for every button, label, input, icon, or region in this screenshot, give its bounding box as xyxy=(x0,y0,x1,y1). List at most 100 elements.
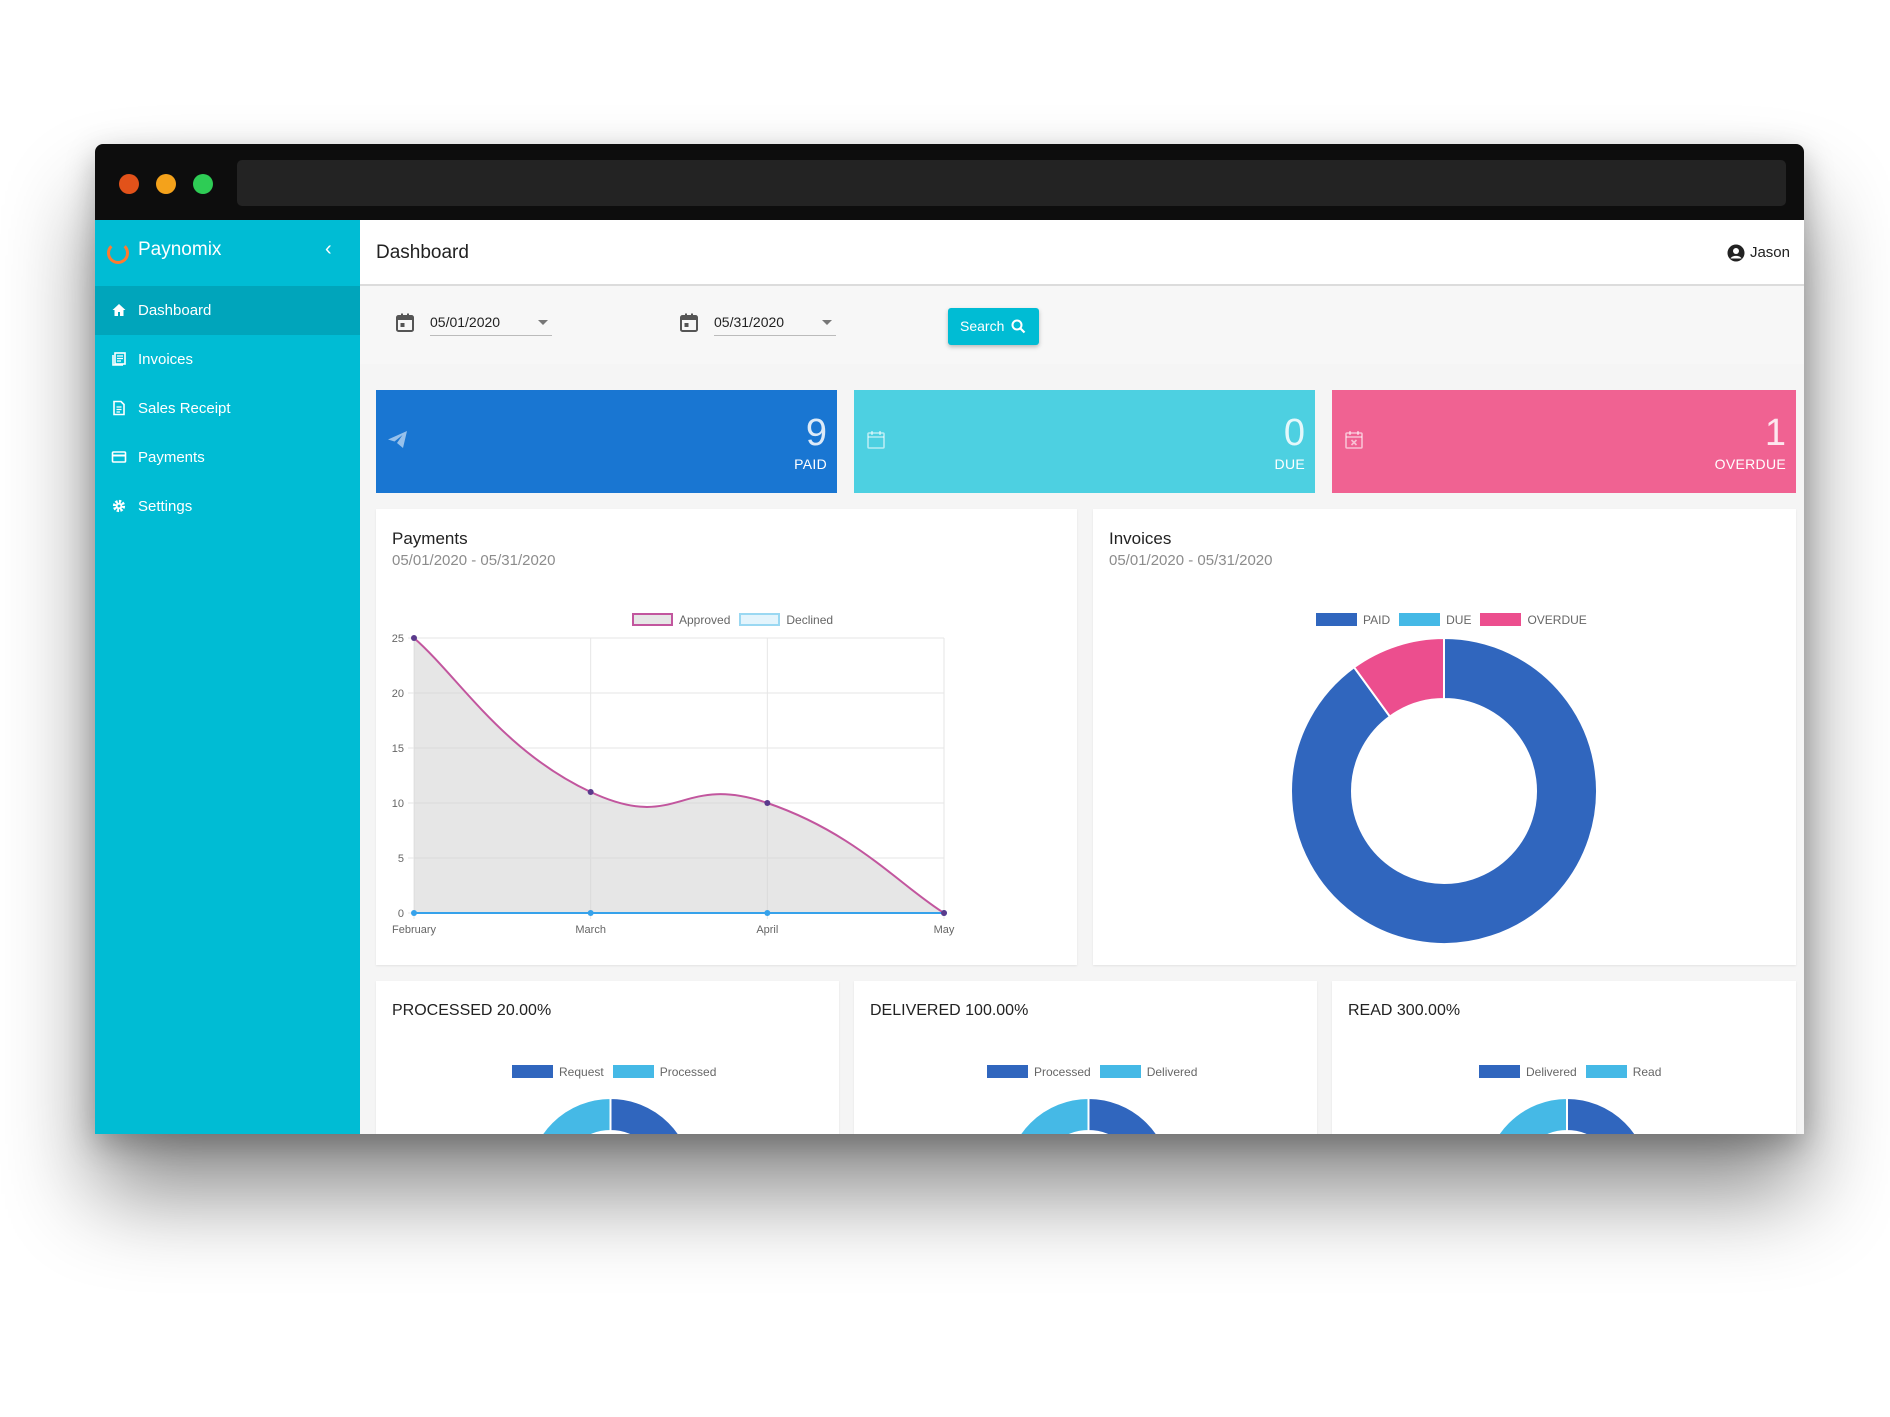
legend-swatch xyxy=(1316,613,1357,627)
calendar-icon xyxy=(867,431,885,449)
brand-name: Paynomix xyxy=(138,239,222,260)
legend-label: DUE xyxy=(1446,612,1472,627)
sidebar-item-sales-receipt[interactable]: Sales Receipt xyxy=(95,384,360,433)
approved-data-point[interactable] xyxy=(411,635,417,641)
approved-data-point[interactable] xyxy=(941,910,947,916)
paper-plane-icon xyxy=(388,431,407,448)
close-window-button[interactable] xyxy=(119,174,139,194)
invoices-icon xyxy=(112,352,126,366)
y-tick-label: 10 xyxy=(392,798,404,810)
collapse-sidebar-icon[interactable]: ‹ xyxy=(325,238,332,260)
legend-label: Request xyxy=(559,1064,604,1079)
sidebar-item-label: Settings xyxy=(138,498,193,515)
approved-series-line xyxy=(413,637,945,914)
sidebar-item-invoices[interactable]: Invoices xyxy=(95,335,360,384)
declined-data-point[interactable] xyxy=(587,910,594,916)
legend-swatch xyxy=(1585,1065,1627,1079)
stat-card-overdue[interactable]: 1 OVERDUE xyxy=(1332,390,1796,493)
legend-swatch xyxy=(612,1065,654,1079)
legend-swatch xyxy=(1480,613,1522,627)
stat-value: 0 xyxy=(1283,412,1305,454)
browser-titlebar xyxy=(95,144,1804,220)
card-title: PROCESSED 20.00% xyxy=(392,1002,552,1019)
calendar-icon[interactable] xyxy=(394,312,416,334)
legend-swatch xyxy=(1099,1065,1141,1079)
chart-legend: Request Processed xyxy=(512,1064,725,1079)
read-donut-chart xyxy=(1484,1096,1650,1134)
address-bar[interactable] xyxy=(237,160,1786,206)
x-tick-label: March xyxy=(575,924,606,936)
stat-card-due[interactable]: 0 DUE xyxy=(854,390,1315,493)
y-tick-label: 25 xyxy=(392,633,404,645)
search-button[interactable]: Search xyxy=(948,308,1039,345)
donut-slice-request[interactable] xyxy=(609,1096,694,1134)
legend-label: Delivered xyxy=(1146,1064,1198,1079)
legend-swatch-declined xyxy=(739,613,781,627)
stat-card-paid[interactable]: 9 PAID xyxy=(376,390,837,493)
payments-line-chart: 0 5 10 15 20 25 February March April May xyxy=(392,633,955,936)
brand-logo-icon xyxy=(107,242,129,264)
legend-swatch xyxy=(987,1065,1028,1079)
x-tick-label: May xyxy=(934,924,955,936)
donut-slice-paid[interactable] xyxy=(1290,636,1598,945)
payments-card: Payments 05/01/2020 - 05/31/2020 Approve… xyxy=(376,509,1077,965)
user-menu[interactable]: Jason xyxy=(1727,244,1790,262)
card-date-range: 05/01/2020 - 05/31/2020 xyxy=(1109,552,1273,569)
gear-icon xyxy=(112,499,126,513)
legend-swatch xyxy=(1399,613,1441,627)
legend-label: Processed xyxy=(1034,1064,1091,1079)
donut-slice-processed[interactable] xyxy=(1087,1096,1172,1134)
sidebar-item-label: Sales Receipt xyxy=(138,400,231,417)
card-date-range: 05/01/2020 - 05/31/2020 xyxy=(392,552,556,569)
approved-data-point[interactable] xyxy=(587,789,594,795)
y-tick-label: 5 xyxy=(398,853,404,865)
maximize-window-button[interactable] xyxy=(193,174,213,194)
brand[interactable]: Paynomix ‹ xyxy=(95,220,360,286)
legend-label: Approved xyxy=(679,612,731,627)
legend-swatch-approved xyxy=(632,613,673,627)
chevron-down-icon[interactable] xyxy=(822,320,832,325)
processed-donut-chart xyxy=(528,1096,694,1134)
sidebar-item-payments[interactable]: Payments xyxy=(95,433,360,482)
donut-slice-delivered[interactable] xyxy=(1006,1096,1090,1134)
sidebar-item-dashboard[interactable]: Dashboard xyxy=(95,286,360,335)
legend-swatch xyxy=(512,1065,553,1079)
delivered-card: DELIVERED 100.00% Processed Delivered xyxy=(854,981,1317,1134)
sidebar-item-label: Invoices xyxy=(138,351,194,368)
legend-label: Declined xyxy=(786,612,834,627)
read-card: READ 300.00% Delivered Read xyxy=(1332,981,1796,1134)
stat-label: DUE xyxy=(1274,456,1305,472)
minimize-window-button[interactable] xyxy=(156,174,176,194)
legend-label: PAID xyxy=(1363,612,1391,627)
search-button-label: Search xyxy=(960,318,1005,334)
declined-data-point[interactable] xyxy=(411,910,417,916)
card-title: Payments xyxy=(392,529,468,548)
stat-value: 1 xyxy=(1764,412,1786,454)
stat-value: 9 xyxy=(805,412,827,454)
donut-slice-overdue[interactable] xyxy=(1352,636,1445,718)
legend-label: OVERDUE xyxy=(1527,612,1587,627)
end-date-value: 05/31/2020 xyxy=(714,314,785,330)
calendar-icon[interactable] xyxy=(678,312,700,334)
y-tick-label: 15 xyxy=(392,743,404,755)
sidebar-item-label: Dashboard xyxy=(138,302,212,319)
declined-data-point[interactable] xyxy=(764,910,771,916)
start-date-value: 05/01/2020 xyxy=(430,314,501,330)
approved-data-point[interactable] xyxy=(764,800,771,806)
chevron-down-icon[interactable] xyxy=(538,320,548,325)
legend-label: Read xyxy=(1632,1064,1662,1079)
end-date-input[interactable]: 05/31/2020 xyxy=(714,308,836,336)
donut-slice-delivered[interactable] xyxy=(1566,1096,1650,1134)
y-tick-label: 20 xyxy=(392,688,404,700)
user-icon xyxy=(1727,244,1745,262)
card-title: Invoices xyxy=(1109,529,1172,548)
donut-slice-read[interactable] xyxy=(1484,1096,1568,1134)
chart-legend: Delivered Read xyxy=(1479,1064,1670,1079)
sidebar-item-settings[interactable]: Settings xyxy=(95,482,360,531)
start-date-input[interactable]: 05/01/2020 xyxy=(430,308,552,336)
donut-slice-processed[interactable] xyxy=(528,1096,612,1134)
browser-window: Paynomix ‹ Dashboard Invoices Sales Rece… xyxy=(95,144,1804,1134)
chart-legend: Processed Delivered xyxy=(987,1064,1206,1079)
chart-legend: PAID DUE OVERDUE xyxy=(1316,612,1596,627)
delivered-donut-chart xyxy=(1006,1096,1172,1134)
